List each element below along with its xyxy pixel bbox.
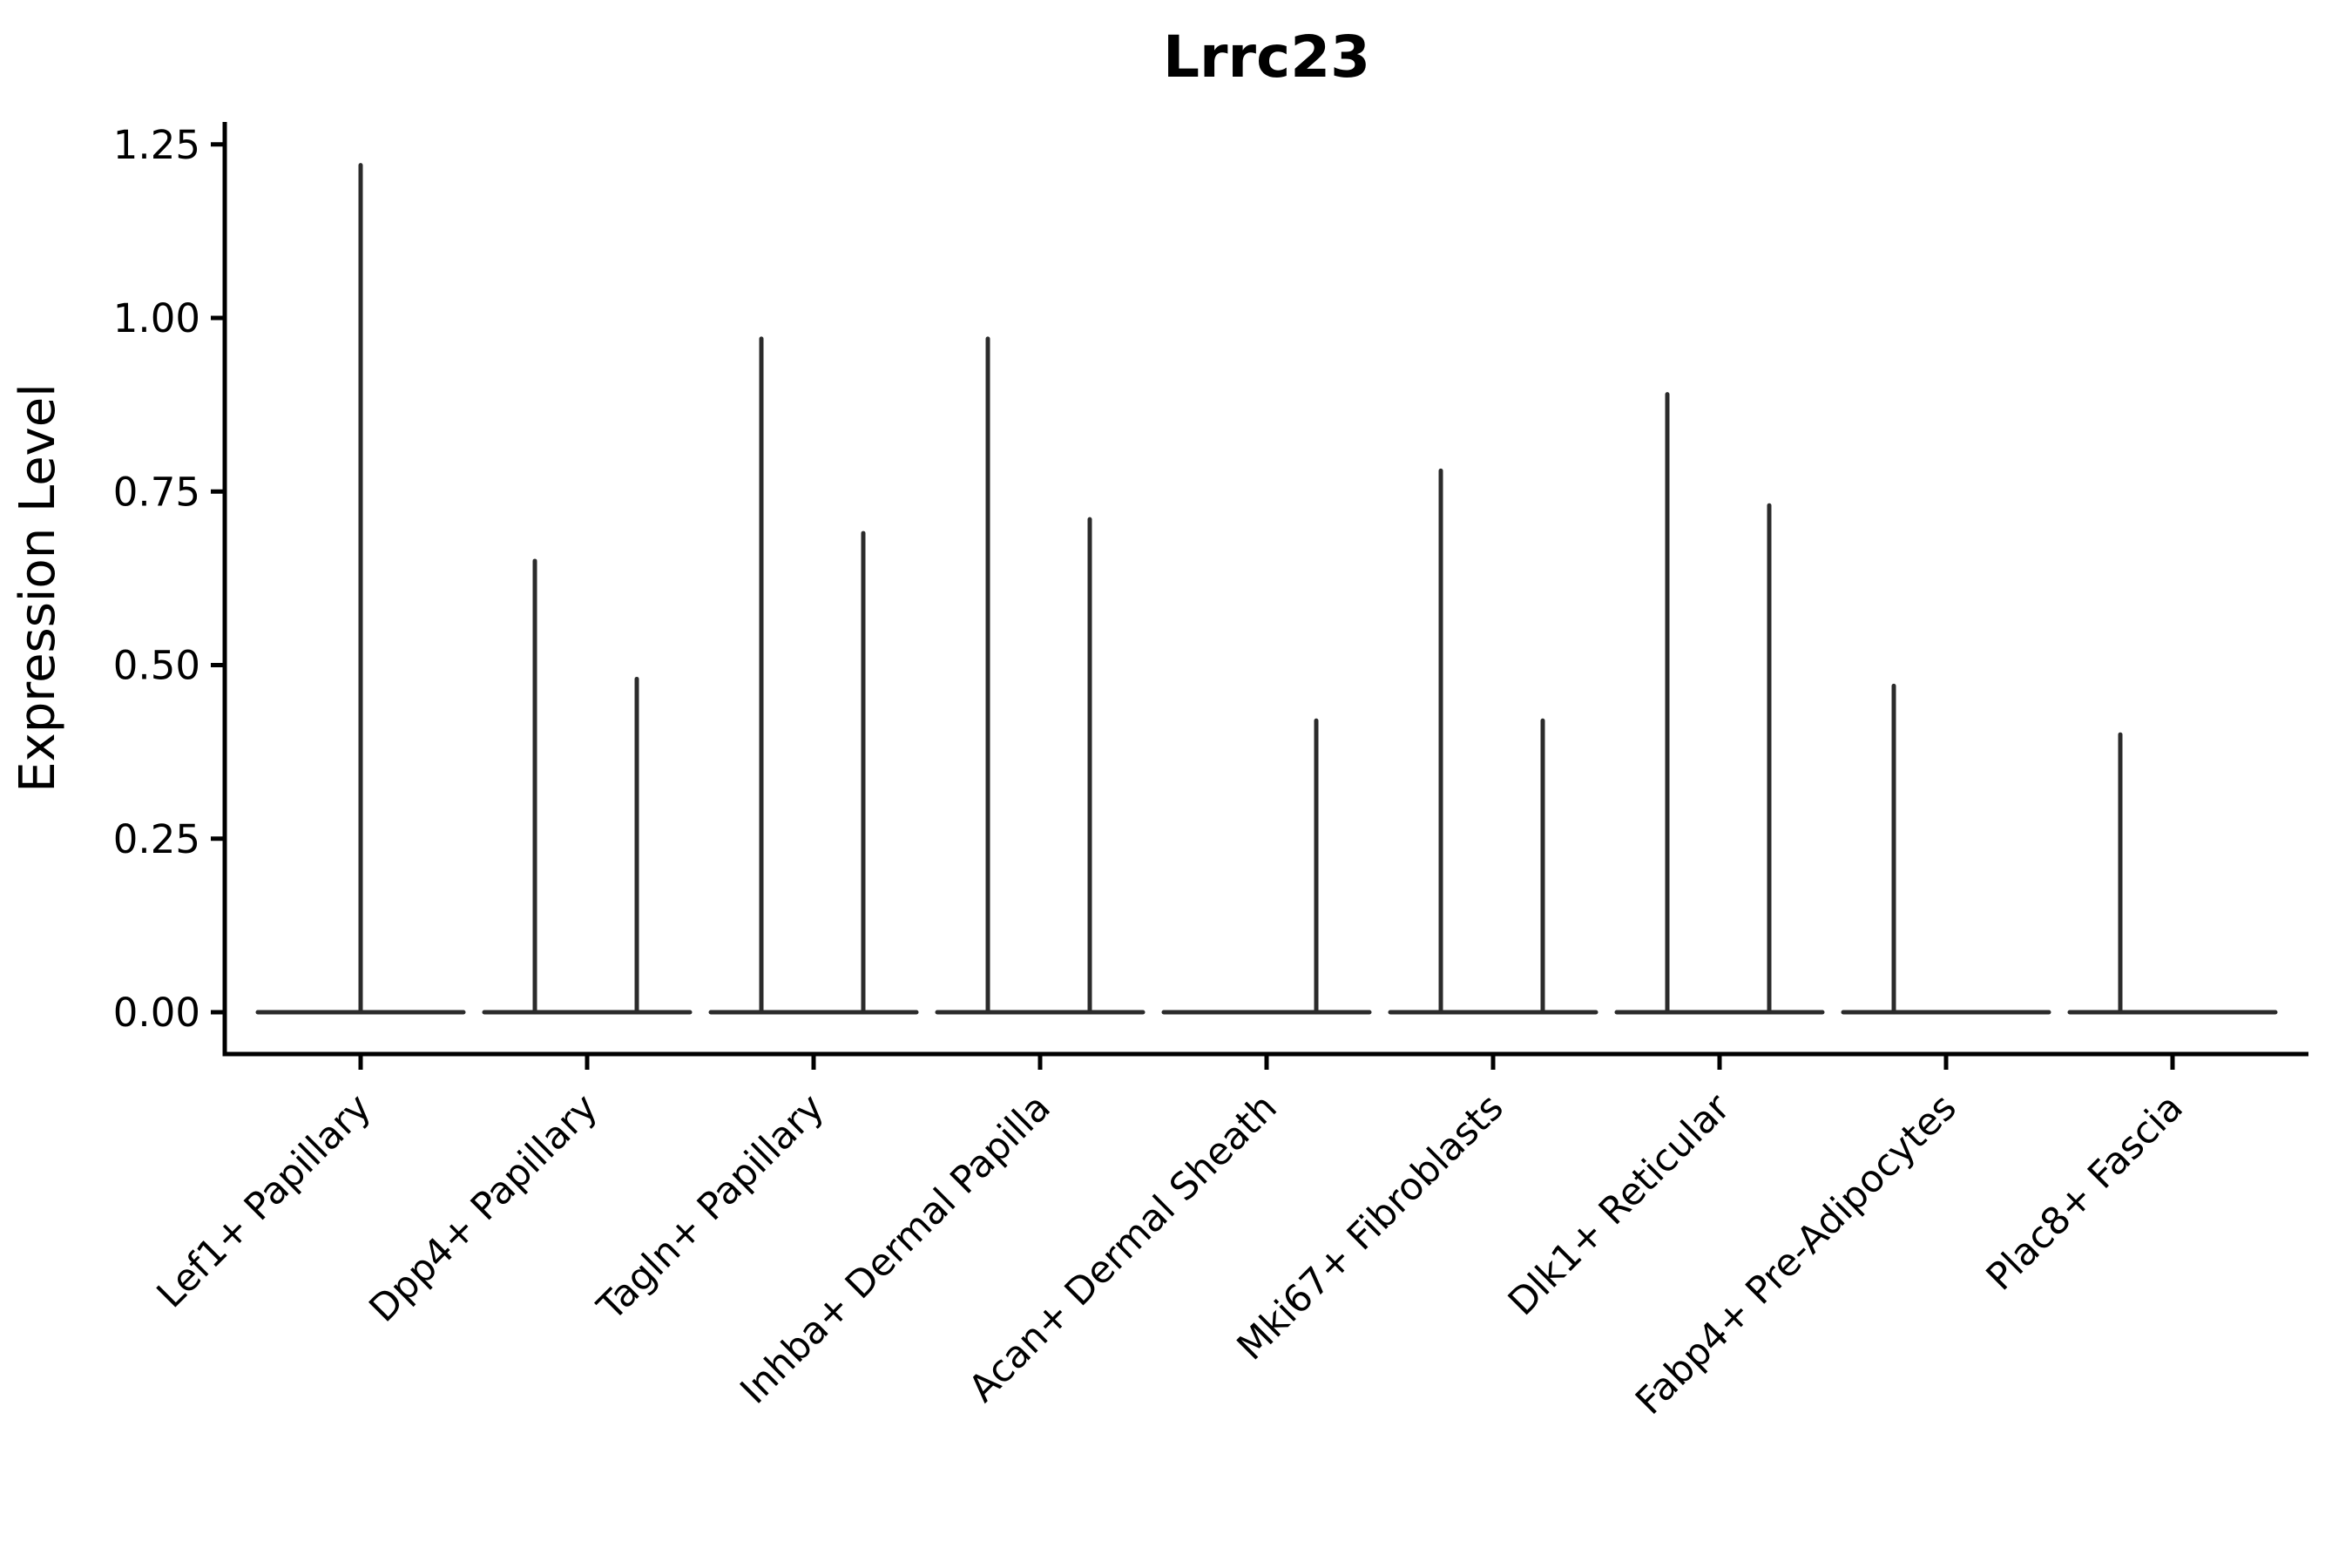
- x-tick-label: Dpp4+ Papillary: [362, 1085, 606, 1330]
- y-tick-label: 0.50: [113, 643, 200, 689]
- x-tick-label: Plac8+ Fascia: [1978, 1085, 2192, 1299]
- y-axis-ticks: 0.00 0.25 0.50 0.75 1.00 1.25: [113, 122, 225, 1036]
- y-tick-label: 1.00: [113, 295, 200, 341]
- violins: [255, 163, 2278, 1015]
- y-tick-label: 0.00: [113, 990, 200, 1036]
- x-tick-label: Lef1+ Papillary: [149, 1085, 380, 1316]
- x-tick-label: Dlk1+ Reticular: [1500, 1085, 1739, 1324]
- y-axis-label: Expression Level: [10, 383, 66, 793]
- y-tick-label: 0.75: [113, 469, 200, 515]
- x-tick-label: Tagln+ Papillary: [589, 1085, 833, 1329]
- chart-title: Lrrc23: [1163, 24, 1370, 91]
- y-tick-label: 1.25: [113, 122, 200, 168]
- y-tick-label: 0.25: [113, 816, 200, 862]
